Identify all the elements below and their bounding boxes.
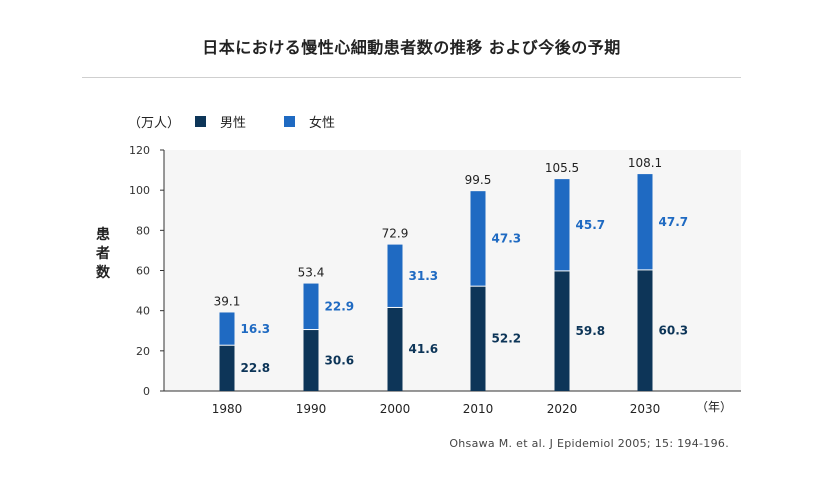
data-label-total: 108.1 (628, 156, 662, 170)
data-label-total: 72.9 (382, 227, 409, 241)
data-label-total: 99.5 (465, 173, 492, 187)
legend-item-male: 男性 (195, 112, 246, 131)
data-label-female: 16.3 (241, 322, 271, 336)
chart-title: 日本における慢性心細動患者数の推移 および今後の予期 (202, 38, 621, 57)
bar-male (303, 329, 319, 391)
plot-area (164, 150, 741, 391)
data-label-female: 47.3 (492, 232, 522, 246)
data-label-female: 45.7 (576, 218, 606, 232)
unit-label: （万人） (128, 116, 181, 131)
bar-female (219, 312, 235, 346)
data-label-female: 31.3 (409, 269, 439, 283)
legend-item-female: 女性 (284, 112, 335, 131)
y-tick-label: 60 (136, 265, 150, 278)
x-tick-label: 2020 (547, 402, 578, 416)
x-axis-unit-label: （年） (696, 400, 732, 414)
legend-label-female: 女性 (309, 116, 336, 131)
y-tick-label: 100 (129, 184, 150, 197)
bar-female (303, 283, 319, 330)
source-citation: Ohsawa M. et al. J Epidemiol 2005; 15: 1… (449, 437, 729, 450)
bar-male (387, 307, 403, 391)
x-tick-label: 2030 (630, 402, 661, 416)
x-tick-label: 2010 (463, 402, 494, 416)
data-label-male: 59.8 (576, 324, 606, 338)
x-tick-label: 1990 (296, 402, 327, 416)
bar-female (470, 191, 486, 287)
bar-male (470, 286, 486, 391)
data-label-male: 22.8 (241, 361, 271, 375)
data-label-total: 53.4 (298, 266, 325, 280)
bar-male (637, 269, 653, 391)
data-label-male: 30.6 (325, 353, 355, 367)
title-divider (82, 77, 741, 78)
bar-female (387, 244, 403, 308)
data-label-female: 22.9 (325, 300, 355, 314)
y-tick-label: 80 (136, 224, 150, 237)
bar-male (554, 270, 570, 391)
data-label-female: 47.7 (659, 215, 689, 229)
y-tick-label: 40 (136, 305, 150, 318)
y-axis-label: 患者数 (96, 227, 110, 281)
data-label-male: 52.2 (492, 332, 522, 346)
bar-male (219, 345, 235, 391)
y-tick-label: 0 (143, 385, 150, 398)
x-tick-label: 1980 (212, 402, 243, 416)
legend-swatch-male (195, 116, 206, 127)
y-tick-label: 120 (129, 144, 150, 157)
legend-label-male: 男性 (220, 116, 247, 131)
data-label-male: 41.6 (409, 342, 439, 356)
data-label-total: 105.5 (545, 161, 579, 175)
bar-female (637, 174, 653, 270)
data-label-male: 60.3 (659, 323, 689, 337)
x-tick-label: 2000 (380, 402, 411, 416)
y-tick-label: 20 (136, 345, 150, 358)
bar-female (554, 179, 570, 271)
legend-swatch-female (284, 116, 296, 127)
data-label-total: 39.1 (214, 294, 241, 308)
legend: 男性 女性 (195, 112, 373, 131)
